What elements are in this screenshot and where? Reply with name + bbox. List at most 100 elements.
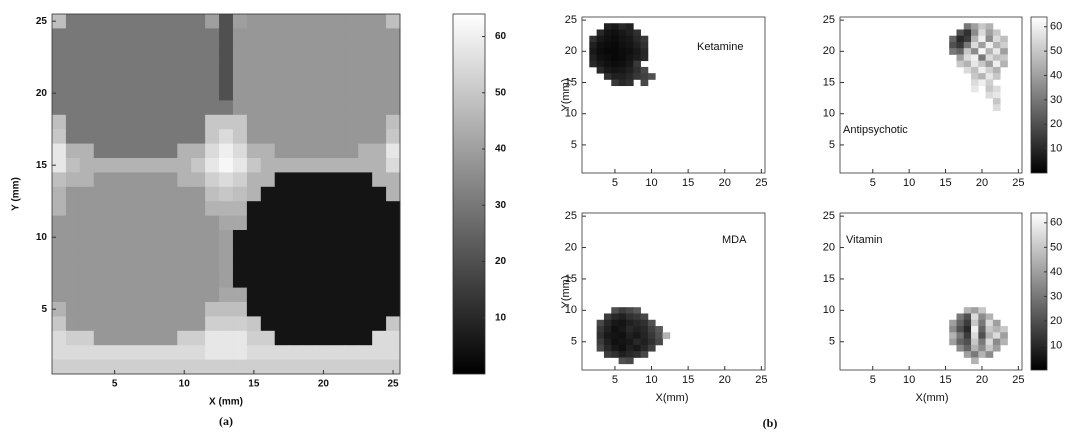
heat-cell (94, 172, 108, 187)
x-axis-label: X(mm) (656, 392, 689, 404)
heat-cell (261, 57, 275, 72)
heat-cell (316, 100, 330, 115)
heat-cell (626, 36, 634, 43)
colorbar-tick-label: 40 (495, 144, 507, 155)
heat-cell (191, 43, 205, 58)
heat-cell (205, 216, 219, 231)
y-tick-label: 10 (36, 232, 48, 243)
heat-cell (316, 115, 330, 130)
heat-cell (275, 244, 289, 259)
heat-cell (316, 288, 330, 303)
heat-cell (191, 273, 205, 288)
heat-cell (641, 326, 649, 333)
heat-cell (136, 216, 150, 231)
heat-cell (386, 259, 400, 274)
heat-cell (66, 244, 80, 259)
heat-cell (964, 332, 972, 339)
heat-cell (330, 72, 344, 87)
heat-cell (611, 345, 619, 352)
heat-cell (589, 42, 597, 49)
heat-cell (108, 72, 122, 87)
heat-cell (611, 48, 619, 55)
heat-cell (344, 316, 358, 331)
heat-cell (648, 73, 656, 80)
y-tick-label: 20 (823, 241, 835, 253)
heat-cell (191, 331, 205, 346)
heat-cell (372, 316, 386, 331)
heat-cell (80, 115, 94, 130)
panel-caption: (a) (219, 414, 233, 428)
heat-cell (80, 201, 94, 216)
heat-cell (149, 172, 163, 187)
heat-cell (136, 244, 150, 259)
heat-cell (177, 43, 191, 58)
heat-cell (122, 57, 136, 72)
heat-cell (205, 187, 219, 202)
heat-cell (589, 54, 597, 61)
heat-cell (971, 54, 979, 61)
heat-cell (233, 244, 247, 259)
colorbar-tick-label: 30 (1050, 94, 1062, 106)
heat-cell (94, 57, 108, 72)
heat-cell (52, 316, 66, 331)
heat-cell (386, 72, 400, 87)
heat-cell (344, 244, 358, 259)
heat-cell (330, 187, 344, 202)
heat-cell (386, 28, 400, 43)
heat-cell (303, 57, 317, 72)
y-tick-label: 25 (823, 210, 835, 222)
heat-cell (261, 158, 275, 173)
heat-cell (964, 351, 972, 358)
heat-cell (108, 259, 122, 274)
heat-cell (233, 288, 247, 303)
heat-cell (205, 28, 219, 43)
heat-cell (163, 230, 177, 245)
heat-cell (589, 48, 597, 55)
heat-cell (289, 172, 303, 187)
heat-cell (136, 273, 150, 288)
heat-cell (275, 302, 289, 317)
heat-cell (80, 57, 94, 72)
heat-cell (641, 36, 649, 43)
heat-cell (66, 259, 80, 274)
heat-cell (330, 302, 344, 317)
heat-cell (275, 57, 289, 72)
heat-cell (986, 36, 994, 43)
heat-cell (303, 86, 317, 101)
heat-cell (94, 129, 108, 144)
heat-cell (978, 79, 986, 86)
heat-cell (986, 339, 994, 346)
heat-cell (978, 307, 986, 314)
heat-cell (94, 288, 108, 303)
heat-cell (316, 57, 330, 72)
heat-cell (372, 201, 386, 216)
heat-cell (619, 61, 627, 68)
heat-cell (316, 28, 330, 43)
heat-cell (986, 92, 994, 99)
heat-cell (330, 230, 344, 245)
heat-cell (619, 326, 627, 333)
heat-cell (648, 320, 656, 327)
heat-cell (247, 115, 261, 130)
y-tick-label: 15 (823, 76, 835, 88)
heat-cell (303, 345, 317, 360)
heat-cell (205, 316, 219, 331)
x-tick-label: 25 (755, 374, 767, 386)
heat-cell (971, 86, 979, 93)
heat-cell (66, 144, 80, 159)
heat-cell (626, 61, 634, 68)
heat-cell (261, 331, 275, 346)
heat-cell (136, 259, 150, 274)
heat-cell (619, 23, 627, 30)
heat-cell (289, 288, 303, 303)
heat-cell (344, 216, 358, 231)
heat-cell (122, 288, 136, 303)
heat-cell (372, 100, 386, 115)
heat-cell (261, 302, 275, 317)
heat-cell (149, 244, 163, 259)
heat-cell (94, 158, 108, 173)
heat-cell (261, 100, 275, 115)
heat-cell (971, 307, 979, 314)
heat-cell (971, 332, 979, 339)
heat-cell (163, 86, 177, 101)
